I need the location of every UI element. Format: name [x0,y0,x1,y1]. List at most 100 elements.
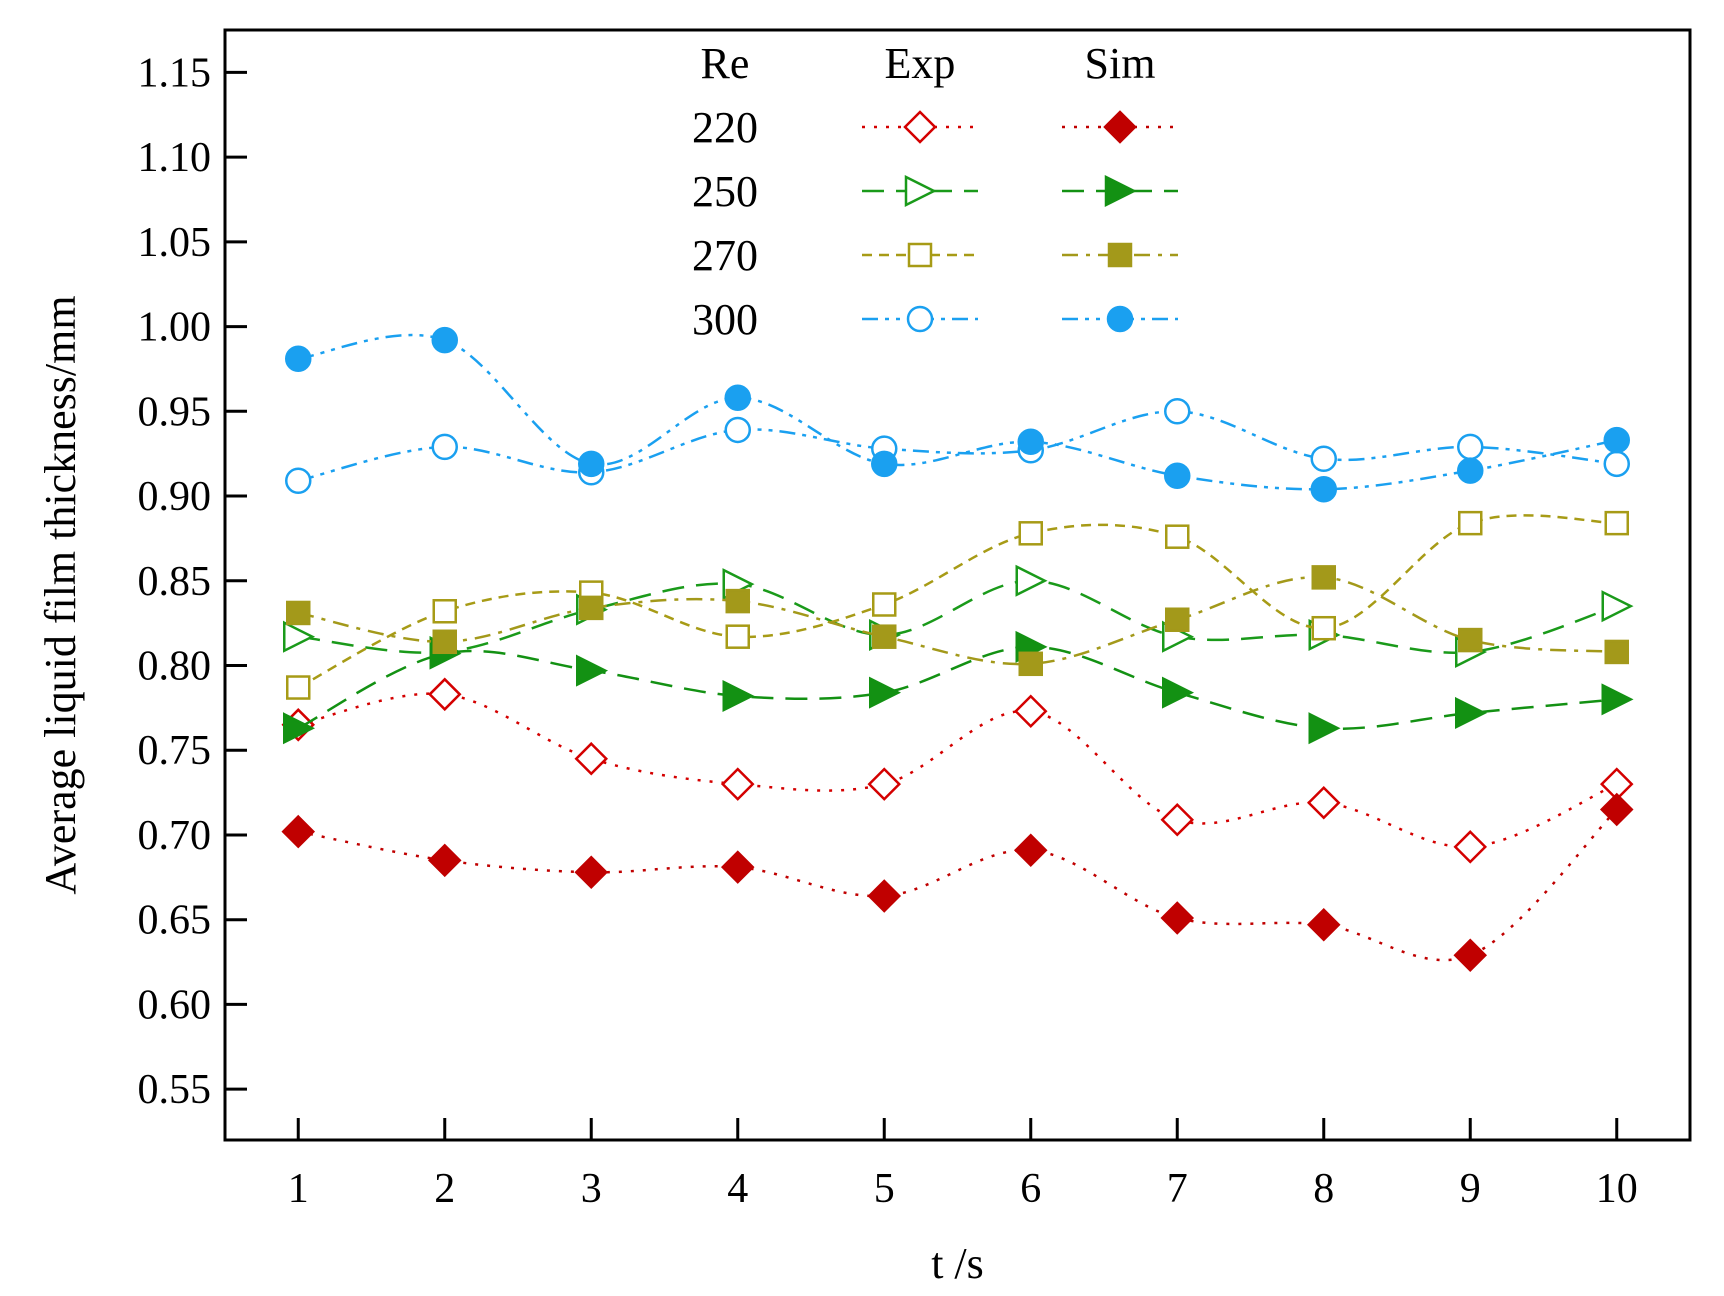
data-point [1458,627,1483,653]
data-point [432,629,457,655]
axes [223,28,1692,1142]
y-axis-title: Average liquid film thickness/mm [36,295,85,894]
data-point [1310,445,1337,472]
y-tick-label: 0.80 [138,643,212,689]
series-re270-sim [286,565,1629,677]
data-point [1164,462,1191,489]
x-tick-label: 9 [1460,1166,1481,1212]
data-point [576,654,609,687]
series-group [281,326,1634,973]
data-point [1306,785,1341,820]
x-tick-label: 4 [727,1166,748,1212]
series-re270-exp [286,510,1629,700]
legend-marker [1107,242,1133,268]
data-point [1458,510,1483,536]
data-point [281,814,316,849]
data-point [578,450,605,478]
legend-row-label: 220 [692,103,758,152]
data-point [574,741,609,776]
series-re220-exp [281,677,1634,864]
data-point [1604,510,1629,536]
data-point [1160,802,1195,837]
data-point [1455,696,1488,729]
series-line [297,692,1618,849]
data-point [1453,830,1488,864]
data-point [431,433,458,461]
data-point [720,850,755,884]
legend-marker [904,174,937,208]
x-tick-label: 5 [874,1166,895,1212]
x-tick-label: 6 [1020,1166,1041,1212]
data-point [725,588,750,614]
y-tick-label: 0.75 [138,728,212,774]
data-point [1306,908,1341,942]
legend-marker [1104,174,1137,208]
y-tick-label: 0.85 [138,559,212,605]
y-tick-label: 0.65 [138,898,212,944]
data-point [1457,457,1484,484]
series-line [297,645,1617,730]
y-tick-label: 0.60 [138,982,212,1028]
data-point [1310,476,1337,503]
data-point [872,592,897,617]
data-point [869,676,902,709]
y-tick-label: 0.90 [138,474,212,520]
data-point [1017,428,1044,456]
data-point [1013,694,1048,729]
data-point [720,767,755,801]
data-point [1603,450,1630,478]
ticks: 0.55 0.60 0.65 0.70 0.75 0.80 0.85 0.90 0.95 1.00… [138,50,1638,1212]
y-tick-label: 0.55 [138,1067,212,1113]
data-point [1603,426,1630,454]
data-point [579,595,604,621]
data-point [283,712,316,745]
plot-frame [223,28,1692,1142]
data-point [1160,901,1195,935]
data-point [722,679,755,713]
data-point [867,767,902,801]
series-line [298,579,1618,654]
legend: Re Exp Sim 220 250 270 300 [692,39,1178,344]
data-point [1311,565,1336,590]
data-point [285,345,312,373]
data-point [431,326,458,354]
data-point [1308,712,1341,745]
data-point [1013,833,1048,867]
x-tick-label: 3 [581,1166,602,1212]
legend-row-label: 250 [692,167,758,216]
legend-header-re: Re [701,39,750,88]
y-tick-label: 0.95 [138,389,212,435]
x-tick-label: 1 [288,1166,309,1212]
series-line [298,808,1618,962]
x-tick-label: 10 [1596,1166,1638,1212]
data-point [867,879,902,913]
series-line [298,575,1617,666]
data-point [1015,564,1048,597]
y-tick-label: 1.05 [138,220,212,266]
data-point [427,677,462,712]
series-re250-sim [283,630,1634,745]
x-tick-label: 8 [1313,1166,1334,1212]
data-point [872,624,897,649]
legend-marker [903,110,937,144]
data-point [1165,607,1190,632]
legend-marker [1103,110,1137,144]
series-re300-sim [285,326,1630,503]
series-line [298,333,1618,491]
data-point [1601,683,1634,716]
legend-marker [1106,305,1134,333]
data-point [871,450,898,478]
data-point [1164,398,1191,425]
data-point [286,600,311,626]
data-point [724,416,751,444]
data-point [1018,521,1043,546]
series-line [297,410,1617,482]
x-tick-label: 2 [434,1166,455,1212]
legend-row-label: 300 [692,295,758,344]
data-point [574,855,609,890]
y-tick-label: 1.15 [138,50,212,96]
data-point [286,675,311,700]
y-tick-label: 1.10 [138,135,212,181]
